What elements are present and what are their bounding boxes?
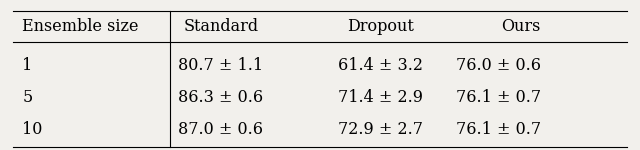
Text: 80.7 ± 1.1: 80.7 ± 1.1 — [178, 57, 264, 74]
Text: 87.0 ± 0.6: 87.0 ± 0.6 — [179, 121, 263, 138]
Text: Ensemble size: Ensemble size — [22, 18, 139, 35]
Text: 86.3 ± 0.6: 86.3 ± 0.6 — [178, 89, 264, 106]
Text: 5: 5 — [22, 89, 33, 106]
Text: 61.4 ± 3.2: 61.4 ± 3.2 — [339, 57, 423, 74]
Text: 71.4 ± 2.9: 71.4 ± 2.9 — [339, 89, 423, 106]
Text: 72.9 ± 2.7: 72.9 ± 2.7 — [339, 121, 423, 138]
Text: Dropout: Dropout — [348, 18, 414, 35]
Text: 76.1 ± 0.7: 76.1 ± 0.7 — [456, 121, 541, 138]
Text: 76.0 ± 0.6: 76.0 ± 0.6 — [456, 57, 541, 74]
Text: Ours: Ours — [501, 18, 541, 35]
Text: 10: 10 — [22, 121, 43, 138]
Text: Standard: Standard — [183, 18, 259, 35]
Text: 76.1 ± 0.7: 76.1 ± 0.7 — [456, 89, 541, 106]
Text: 1: 1 — [22, 57, 33, 74]
